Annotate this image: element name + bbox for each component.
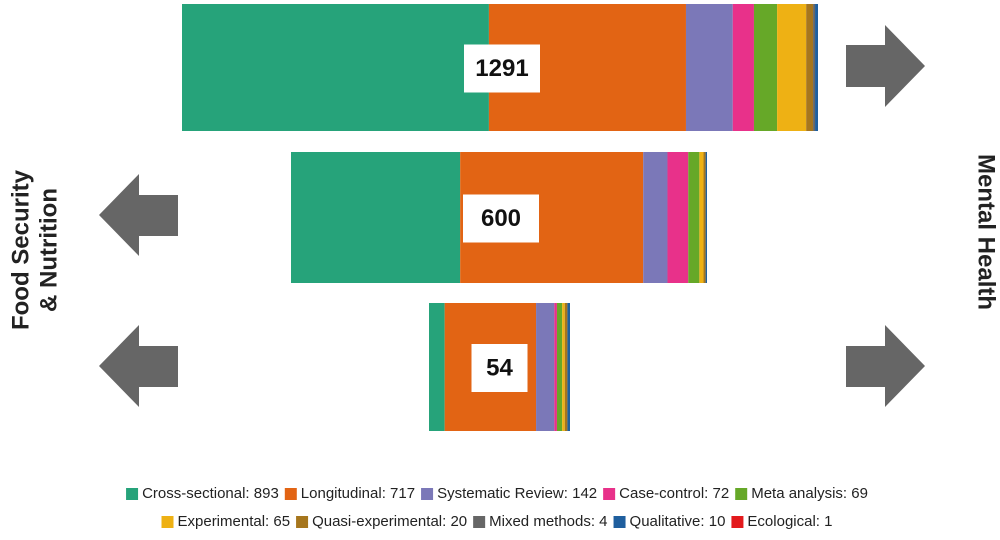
legend-swatch (126, 488, 139, 500)
bar-segment (667, 152, 689, 283)
bar-segment (564, 303, 568, 431)
legend-label: Cross-sectional: 893 (142, 485, 279, 502)
legend-label: Quasi-experimental: 20 (312, 513, 467, 530)
bar-segment (688, 152, 700, 283)
legend-swatch (613, 516, 626, 528)
legend-label: Mixed methods: 4 (489, 513, 607, 530)
right-label: Mental Health (973, 154, 1000, 310)
total-box (463, 194, 539, 243)
bar-segment (703, 152, 706, 283)
bar-segment (699, 152, 704, 283)
bar-segment (643, 152, 668, 283)
left-label: Food Security (7, 169, 34, 330)
bar-segment (705, 152, 707, 283)
total-box (464, 44, 540, 93)
total-label: 54 (486, 354, 513, 381)
legend-swatch (161, 516, 174, 528)
legend-label: Systematic Review: 142 (437, 485, 597, 502)
legend-swatch (735, 488, 748, 500)
legend-label: Ecological: 1 (747, 513, 832, 530)
arrow-right (846, 25, 925, 107)
legend-swatch (731, 516, 744, 528)
legend-swatch (473, 516, 486, 528)
total-label: 1291 (475, 55, 528, 82)
bar-segment (562, 303, 565, 431)
legend-swatch (296, 516, 309, 528)
total-box (471, 344, 528, 392)
legend-label: Experimental: 65 (178, 513, 291, 530)
legend-label: Qualitative: 10 (630, 513, 726, 530)
bar-segment (182, 4, 489, 131)
bar-segment (554, 303, 557, 431)
bar-segment (806, 4, 814, 131)
bar-segment (556, 303, 563, 431)
bar-segment (777, 4, 807, 131)
bar-segment (685, 4, 733, 131)
legend-swatch (603, 488, 616, 500)
arrow-left (99, 325, 178, 407)
left-label: & Nutrition (35, 188, 62, 312)
total-label: 600 (481, 205, 521, 232)
bar-segment (536, 303, 555, 431)
legend-label: Case-control: 72 (619, 485, 729, 502)
legend-label: Meta analysis: 69 (751, 485, 868, 502)
legend-swatch (421, 488, 434, 500)
arrow-left (99, 174, 178, 256)
arrows (99, 25, 925, 407)
bar-segment (429, 303, 445, 431)
arrow-right (846, 325, 925, 407)
bar-segment (753, 4, 778, 131)
legend-swatch (284, 488, 297, 500)
bar-segment (813, 4, 816, 131)
bar-segment (291, 152, 461, 283)
bar-segment (567, 303, 570, 431)
bar-segment (732, 4, 754, 131)
bar-segment (815, 4, 818, 131)
legend-label: Longitudinal: 717 (301, 485, 415, 502)
